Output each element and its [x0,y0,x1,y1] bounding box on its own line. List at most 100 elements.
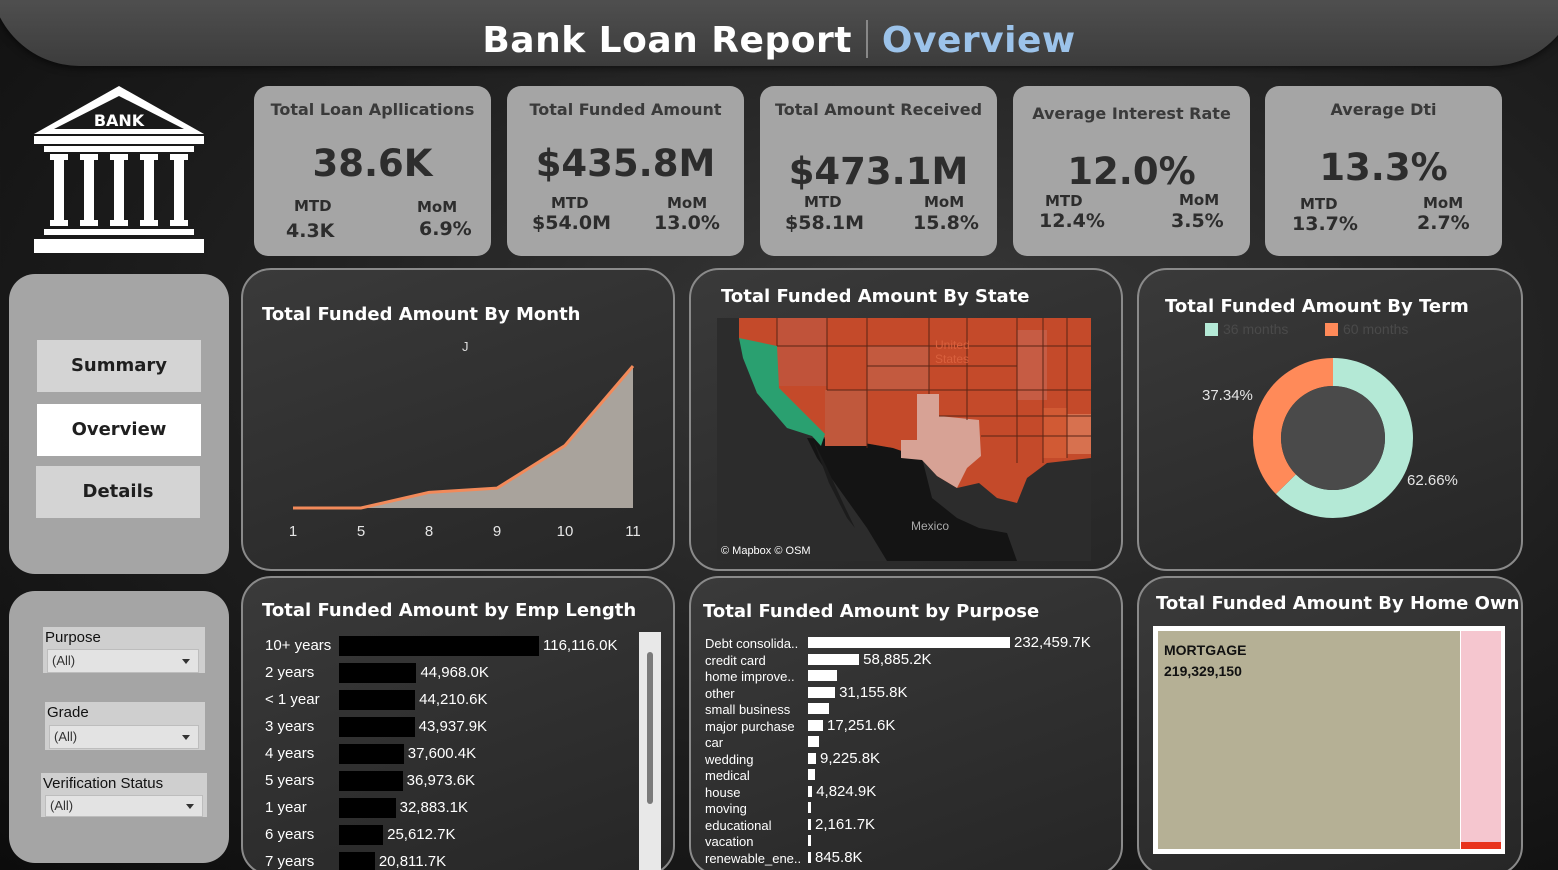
kpi-title: Total Amount Received [774,100,983,119]
chevron-down-icon [182,659,190,664]
grade-filter: Grade (All) [45,702,205,750]
bar[interactable] [339,852,375,870]
kpi-title: Total Loan Apllications [270,100,475,119]
kpi-mom-value: 15.8% [913,212,979,234]
map-label-united-states: United States [935,338,970,366]
bar[interactable] [808,769,815,780]
kpi-mtd-label: MTD [1300,195,1338,213]
funded-by-home-own-panel: Total Funded Amount By Home Own MORTGAGE… [1137,576,1523,870]
nav-details-button[interactable]: Details [36,466,200,518]
purpose-filter-label: Purpose [45,629,101,646]
nav-summary-button[interactable]: Summary [37,340,201,392]
kpi-total-amount-received: Total Amount Received $473.1M MTD $58.1M… [760,86,997,256]
grade-filter-value: (All) [54,729,78,744]
bar-value-label: 36,973.6K [406,772,476,789]
bar-category-label: renewable_ene.. [705,850,802,866]
bar[interactable] [808,785,813,797]
treemap-rent-cell[interactable] [1461,631,1501,842]
kpi-value: 12.0% [1067,150,1196,193]
bar-category-label: < 1 year [265,691,320,708]
legend-60-months-swatch [1325,323,1338,336]
emp-length-scroll-thumb[interactable] [647,652,653,804]
kpi-mtd-label: MTD [1045,192,1083,210]
treemap-mortgage-cell[interactable]: MORTGAGE 219,329,150 [1158,631,1460,849]
bar[interactable] [808,835,811,846]
kpi-title: Average Dti [1330,100,1437,119]
bar-category-label: 6 years [265,826,315,843]
area-line [293,365,635,510]
bar[interactable] [808,637,1010,648]
bar-category-label: house [705,784,741,800]
bar-category-label: credit card [705,652,766,668]
kpi-average-interest-rate: Average Interest Rate 12.0% MTD 12.4% Mo… [1013,86,1250,256]
donut-label-60-months: 37.34% [1202,387,1253,404]
funded-by-emp-length-title: Total Funded Amount by Emp Length [262,600,637,621]
funded-by-state-panel: Total Funded Amount By State [689,268,1123,571]
kpi-title: Total Funded Amount [529,100,722,119]
bar[interactable] [808,851,811,863]
x-tick-label: 9 [493,523,501,540]
chart-annotation: J [462,339,469,354]
bar[interactable] [339,690,416,710]
bar[interactable] [808,802,812,813]
kpi-mtd-value: $54.0M [532,212,612,234]
purpose-bar-list: Debt consolida.. 232,459.7K credit card 58,… [691,578,1121,870]
verification-status-filter-label: Verification Status [43,775,164,792]
emp-length-bar-list: 10+ years 116,116.0K 2 years 44,968.0K < 1 y… [243,578,673,870]
title-bar [0,0,1558,66]
bar[interactable] [808,818,811,830]
bar[interactable] [339,636,539,656]
kpi-mtd-value: 13.7% [1292,213,1358,235]
bar-value-label: 2,161.7K [815,815,876,833]
kpi-mtd-label: MTD [551,194,589,212]
bar[interactable] [339,663,417,683]
bar-category-label: Debt consolida.. [705,636,799,651]
verification-status-filter-select[interactable]: (All) [45,795,203,817]
funded-by-month-chart: 1 5 8 9 10 11 J [289,339,641,540]
map-label-mexico: Mexico [911,519,950,533]
bar-value-label: 232,459.7K [1014,634,1091,651]
funded-by-month-title: Total Funded Amount By Month [262,304,581,325]
bar[interactable] [339,798,396,818]
treemap-own-cell[interactable] [1461,842,1501,849]
bar-value-label: 43,937.9K [418,718,488,735]
bar[interactable] [339,771,403,791]
purpose-filter-select[interactable]: (All) [47,649,199,673]
bar[interactable] [808,686,836,698]
nav-overview-button[interactable]: Overview [37,404,201,456]
bar[interactable] [808,752,817,764]
bar-category-label: educational [705,817,772,833]
donut-hole [1281,386,1385,490]
bar-value-label: 845.8K [815,848,863,866]
grade-filter-select[interactable]: (All) [49,725,199,749]
emp-length-scrollbar[interactable] [639,632,661,870]
bar[interactable] [339,744,404,764]
bar-category-label: home improve.. [705,669,795,684]
kpi-mom-value: 6.9% [419,218,472,240]
donut-slice-36-months[interactable] [1275,358,1413,518]
donut-label-36-months: 62.66% [1407,472,1458,489]
bar[interactable] [808,736,820,747]
bar[interactable] [808,670,837,681]
bar-value-label: 44,210.6K [419,691,488,708]
state-map[interactable]: United States Mexico © Mapbox © OSM [717,318,1091,561]
x-tick-label: 5 [357,523,365,540]
bar[interactable] [339,825,384,845]
bar-category-label: 1 year [265,799,307,816]
state-map-svg [717,318,1091,561]
funded-by-emp-length-panel: Total Funded Amount by Emp Length 10+ ye… [241,576,675,870]
bar[interactable] [808,703,829,714]
kpi-value: $435.8M [535,142,716,185]
kpi-mtd-value: 4.3K [286,220,335,242]
bar[interactable] [339,717,415,737]
bar-category-label: vacation [705,834,754,849]
purpose-filter-value: (All) [52,653,76,668]
bar-value-label: 17,251.6K [826,716,896,734]
bar[interactable] [808,653,860,665]
bar[interactable] [808,719,823,731]
kpi-mtd-label: MTD [294,197,332,215]
kpi-mtd-label: MTD [804,193,842,211]
donut-slice-60-months[interactable] [1253,358,1334,494]
bar-category-label: 2 years [265,664,315,681]
bar-category-label: moving [705,801,747,816]
